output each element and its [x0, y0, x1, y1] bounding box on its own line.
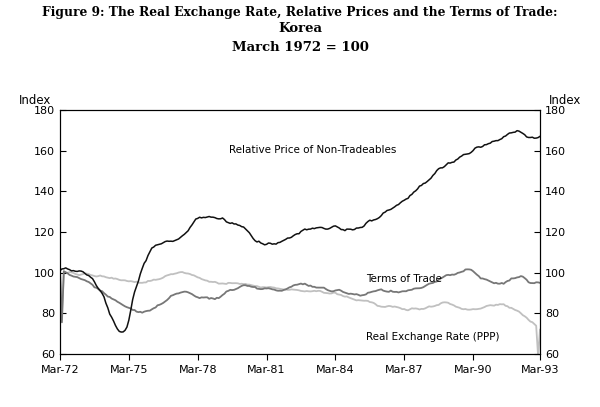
Text: Terms of Trade: Terms of Trade: [366, 274, 442, 284]
Text: Index: Index: [19, 94, 52, 107]
Text: Real Exchange Rate (PPP): Real Exchange Rate (PPP): [366, 332, 499, 342]
Text: March 1972 = 100: March 1972 = 100: [232, 41, 368, 54]
Text: Relative Price of Non-Tradeables: Relative Price of Non-Tradeables: [229, 144, 396, 155]
Text: Index: Index: [548, 94, 581, 107]
Text: Korea: Korea: [278, 22, 322, 35]
Text: Figure 9: The Real Exchange Rate, Relative Prices and the Terms of Trade:: Figure 9: The Real Exchange Rate, Relati…: [42, 6, 558, 19]
